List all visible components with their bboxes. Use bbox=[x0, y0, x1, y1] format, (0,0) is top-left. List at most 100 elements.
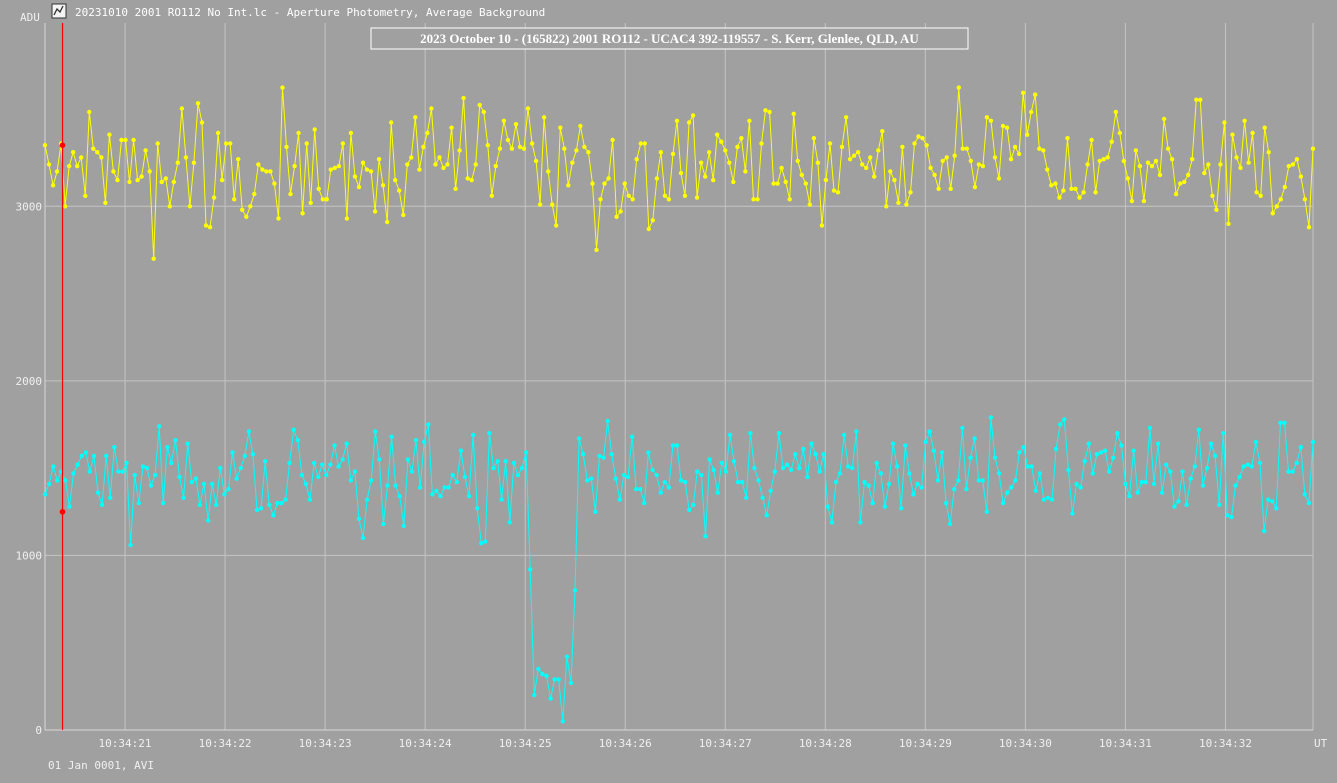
data-point-comparison bbox=[103, 200, 108, 205]
data-point-target bbox=[381, 521, 386, 527]
data-point-comparison bbox=[308, 200, 313, 205]
data-point-comparison bbox=[272, 181, 277, 186]
data-point-target bbox=[572, 588, 578, 593]
data-point-comparison bbox=[638, 141, 643, 146]
data-point-target bbox=[956, 478, 961, 483]
data-point-comparison bbox=[429, 106, 434, 111]
data-point-target bbox=[1225, 513, 1230, 518]
data-point-target bbox=[1221, 431, 1226, 436]
window-icon[interactable] bbox=[51, 3, 67, 19]
data-point-comparison bbox=[397, 188, 402, 193]
data-point-comparison bbox=[385, 219, 390, 225]
data-point-comparison bbox=[517, 144, 523, 150]
data-point-comparison bbox=[481, 109, 486, 115]
data-point-comparison bbox=[815, 160, 821, 165]
x-tick-label: 10:34:31 bbox=[1099, 737, 1152, 750]
data-point-comparison bbox=[1298, 174, 1304, 179]
data-point-comparison bbox=[678, 170, 684, 176]
data-point-comparison bbox=[1310, 146, 1316, 151]
data-point-target bbox=[536, 666, 541, 672]
data-point-target bbox=[1090, 471, 1096, 476]
data-point-target bbox=[825, 504, 830, 509]
data-point-comparison bbox=[1073, 186, 1078, 191]
x-tick-label: 10:34:23 bbox=[299, 737, 352, 750]
data-point-comparison bbox=[1165, 146, 1171, 151]
data-point-target bbox=[715, 490, 720, 495]
data-point-target bbox=[735, 479, 741, 485]
data-point-comparison bbox=[860, 162, 865, 167]
data-point-target bbox=[1115, 431, 1120, 436]
data-point-target bbox=[99, 502, 105, 507]
data-point-target bbox=[841, 432, 847, 438]
data-point-comparison bbox=[743, 169, 748, 174]
data-point-comparison bbox=[578, 123, 583, 129]
data-point-target bbox=[723, 469, 729, 474]
data-point-target bbox=[475, 506, 480, 511]
data-point-target bbox=[617, 497, 623, 502]
data-point-target bbox=[177, 474, 182, 480]
data-point-comparison bbox=[558, 125, 563, 130]
data-point-target bbox=[915, 481, 920, 487]
data-point-target bbox=[650, 467, 655, 473]
data-point-comparison bbox=[1113, 109, 1119, 115]
data-point-comparison bbox=[401, 212, 406, 218]
data-point-target bbox=[222, 492, 227, 497]
data-point-comparison bbox=[1190, 157, 1195, 162]
data-point-target bbox=[1306, 500, 1312, 506]
data-point-target bbox=[846, 464, 851, 469]
data-point-comparison bbox=[256, 162, 261, 167]
x-tick-label: 10:34:28 bbox=[799, 737, 852, 750]
data-point-target bbox=[438, 493, 443, 499]
data-point-comparison bbox=[916, 134, 921, 139]
data-point-comparison bbox=[497, 146, 503, 151]
data-point-target bbox=[581, 452, 586, 457]
data-point-target bbox=[727, 432, 733, 438]
data-point-comparison bbox=[1270, 211, 1275, 216]
data-point-target bbox=[369, 478, 374, 483]
data-point-comparison bbox=[574, 148, 579, 153]
data-point-comparison bbox=[473, 162, 478, 167]
data-point-comparison bbox=[1081, 190, 1086, 195]
data-point-target bbox=[320, 462, 325, 467]
data-point-target bbox=[744, 495, 749, 500]
data-point-comparison bbox=[618, 209, 623, 214]
data-point-comparison bbox=[191, 160, 197, 165]
data-point-target bbox=[291, 427, 296, 432]
data-point-target bbox=[63, 478, 68, 483]
data-point-comparison bbox=[183, 155, 189, 160]
data-point-comparison bbox=[123, 137, 128, 143]
data-point-target bbox=[1135, 490, 1140, 495]
data-point-target bbox=[1062, 417, 1067, 422]
data-point-target bbox=[703, 534, 708, 539]
data-point-comparison bbox=[505, 137, 511, 143]
data-point-comparison bbox=[46, 162, 52, 167]
data-point-target bbox=[258, 506, 264, 511]
data-point-target bbox=[426, 422, 431, 427]
data-point-comparison bbox=[755, 197, 760, 202]
data-point-comparison bbox=[626, 193, 631, 198]
data-point-comparison bbox=[195, 101, 201, 106]
data-point-comparison bbox=[485, 143, 490, 148]
data-point-comparison bbox=[1226, 221, 1231, 226]
time-cursor[interactable] bbox=[59, 23, 66, 730]
data-point-comparison bbox=[1302, 197, 1308, 202]
data-point-comparison bbox=[988, 118, 994, 124]
data-point-comparison bbox=[642, 141, 647, 146]
data-point-comparison bbox=[888, 169, 893, 174]
data-point-comparison bbox=[984, 115, 990, 120]
data-point-comparison bbox=[1093, 190, 1098, 195]
data-point-comparison bbox=[413, 115, 418, 120]
data-point-target bbox=[1257, 460, 1263, 466]
data-point-target bbox=[279, 500, 284, 506]
data-point-target bbox=[568, 680, 574, 686]
data-point-comparison bbox=[469, 177, 474, 183]
data-point-target bbox=[548, 696, 553, 701]
data-point-target bbox=[1164, 462, 1169, 467]
data-point-comparison bbox=[95, 150, 100, 155]
data-point-comparison bbox=[876, 148, 881, 153]
data-point-target bbox=[1127, 493, 1132, 499]
data-point-target bbox=[120, 469, 125, 474]
data-point-comparison bbox=[143, 148, 148, 153]
x-tick-label: 10:34:22 bbox=[199, 737, 252, 750]
data-point-target bbox=[593, 509, 598, 514]
